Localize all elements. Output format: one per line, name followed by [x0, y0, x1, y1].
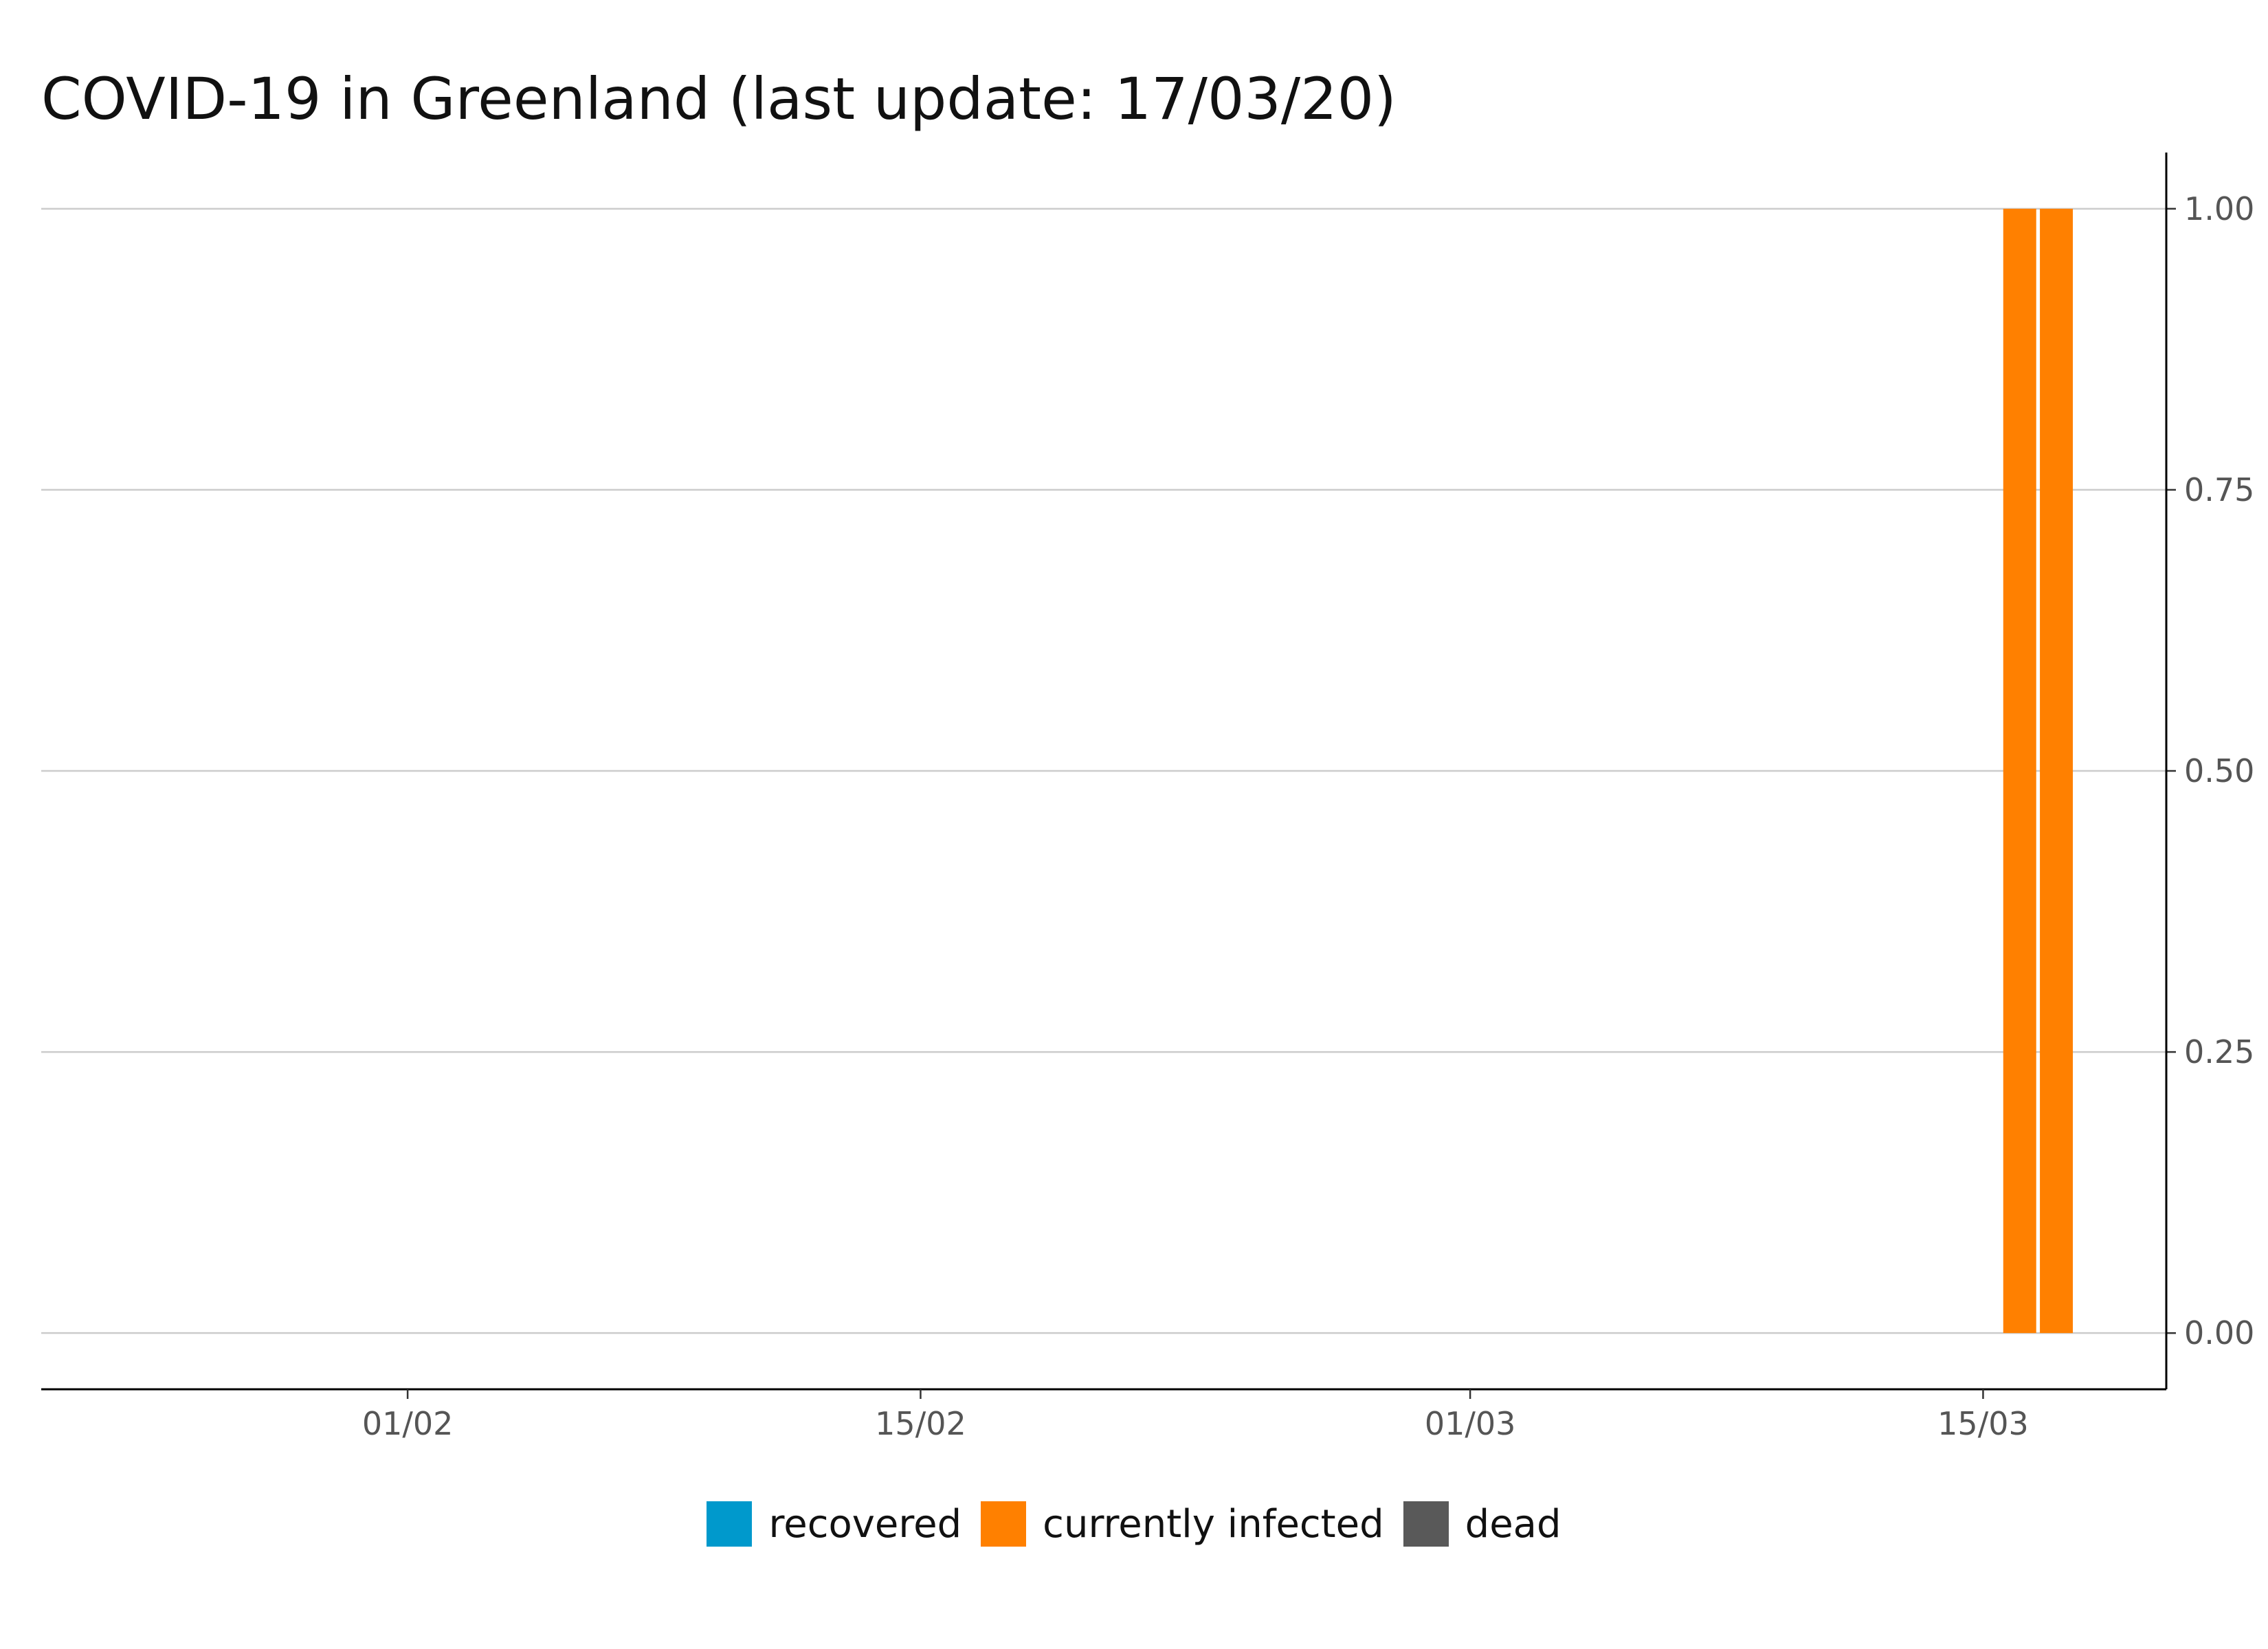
legend-item: dead	[1403, 1501, 1561, 1547]
y-tick-label: 0.75	[2184, 471, 2254, 508]
legend-label: currently infected	[1043, 1501, 1384, 1547]
x-tick-label: 15/03	[1937, 1405, 2029, 1442]
axes	[41, 153, 2176, 1399]
x-tick-label: 01/03	[1425, 1405, 1516, 1442]
y-tick-label: 1.00	[2184, 190, 2254, 227]
bars	[2003, 208, 2074, 1334]
legend-swatch	[1403, 1501, 1449, 1547]
legend-swatch	[707, 1501, 753, 1547]
gridlines	[41, 207, 2166, 1334]
legend-label: dead	[1465, 1501, 1561, 1547]
legend-label: recovered	[768, 1501, 962, 1547]
legend-item: recovered	[707, 1501, 961, 1547]
y-tick-label: 0.25	[2184, 1033, 2254, 1070]
y-tick-label: 0.00	[2184, 1314, 2254, 1351]
legend-item: currently infected	[981, 1501, 1384, 1547]
bar-currently-infected	[2040, 208, 2074, 1334]
legend-swatch	[981, 1501, 1027, 1547]
bar-currently-infected	[2003, 208, 2036, 1334]
y-tick-label: 0.50	[2184, 752, 2254, 789]
chart-title: COVID-19 in Greenland (last update: 17/0…	[41, 65, 1397, 133]
legend: recovered currently infected dead	[0, 1501, 2268, 1547]
x-tick-label: 15/02	[875, 1405, 966, 1442]
tick-labels: 0.00 0.25 0.50 0.75 1.00 01/02 15/02 01/03 15/03	[362, 190, 2255, 1442]
x-tick-label: 01/02	[362, 1405, 454, 1442]
